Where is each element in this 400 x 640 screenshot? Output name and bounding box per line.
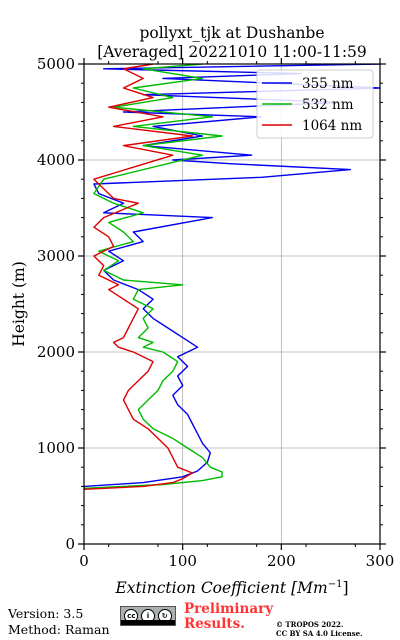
- series-line-355-nm: [84, 64, 380, 488]
- legend-label-1064: 1064 nm: [302, 118, 362, 134]
- y-tick-label: 4000: [37, 151, 75, 169]
- chart-title-line1: pollyxt_tjk at Dushanbe: [139, 24, 324, 42]
- x-axis-label-sup: −1: [328, 579, 343, 590]
- series-line-1064-nm: [84, 64, 194, 490]
- preliminary-notice: Preliminary Results.: [184, 602, 273, 632]
- y-tick-label: 5000: [37, 55, 75, 73]
- legend-label-355: 355 nm: [302, 76, 354, 92]
- y-tick-label: 2000: [37, 343, 75, 361]
- cc-license-badge: cc i ↻: [120, 606, 176, 626]
- y-axis-label: Height (m): [10, 261, 28, 347]
- series-line-532-nm: [84, 64, 223, 489]
- x-axis-label: Extinction Coefficient [Mm−1]: [114, 579, 348, 597]
- x-axis-label-main: Extinction Coefficient [Mm: [114, 579, 327, 597]
- legend: 355 nm 532 nm 1064 nm: [256, 69, 374, 139]
- y-tick-label: 0: [65, 535, 75, 553]
- footer-info: Version: 3.5 Method: Raman: [8, 606, 110, 638]
- y-tick-label: 3000: [37, 247, 75, 265]
- copyright-line1: © TROPOS 2022.: [276, 620, 344, 629]
- copyright-notice: © TROPOS 2022. CC BY SA 4.0 License.: [276, 620, 363, 638]
- preliminary-line1: Preliminary: [184, 601, 274, 617]
- y-tick-label: 1000: [37, 439, 75, 457]
- legend-label-532: 532 nm: [302, 97, 354, 113]
- version-text: Version: 3.5: [8, 606, 84, 621]
- series-lines: [84, 64, 380, 490]
- x-tick-label: 100: [168, 552, 197, 570]
- plot-frame: [83, 63, 381, 545]
- legend-box: [256, 69, 374, 139]
- copyright-line2: CC BY SA 4.0 License.: [276, 629, 363, 638]
- cc-badge-strip: [121, 620, 175, 625]
- extinction-chart: pollyxt_tjk at Dushanbe [Averaged] 20221…: [10, 24, 395, 597]
- preliminary-line2: Results.: [184, 616, 245, 632]
- x-tick-label: 300: [366, 552, 395, 570]
- x-axis-label-end: ]: [342, 579, 348, 597]
- chart-title-line2: [Averaged] 20221010 11:00-11:59: [97, 43, 367, 61]
- method-text: Method: Raman: [8, 622, 110, 637]
- x-tick-label: 200: [267, 552, 296, 570]
- x-tick-label: 0: [79, 552, 89, 570]
